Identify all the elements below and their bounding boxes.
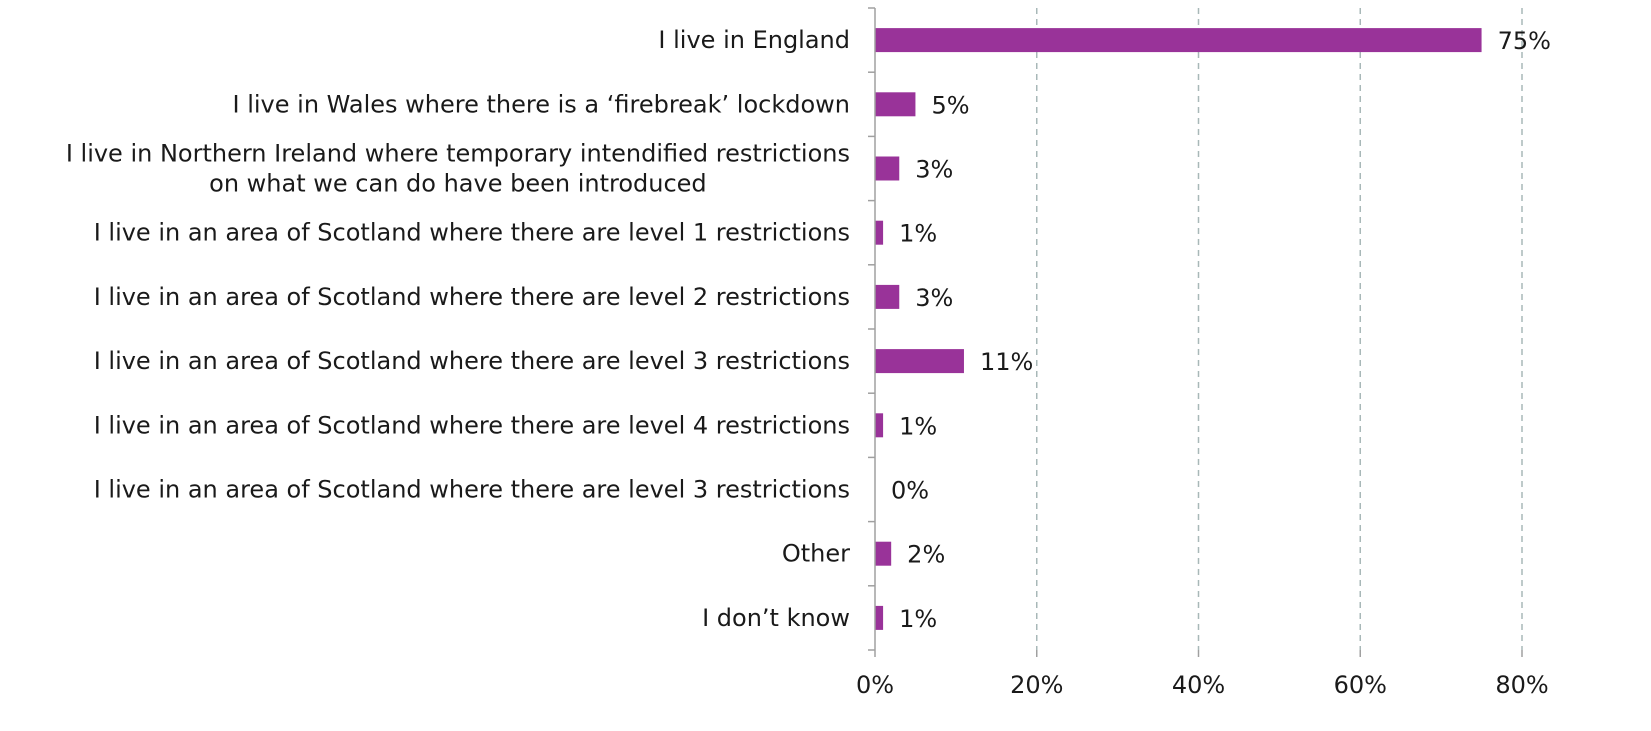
x-tick-label: 0% [856, 671, 894, 699]
bar [875, 92, 916, 117]
bar [875, 284, 900, 309]
value-label: 2% [907, 541, 945, 569]
value-label: 1% [899, 412, 937, 440]
category-label-line: I live in Wales where there is a ‘firebr… [233, 90, 850, 118]
gridlines [1036, 8, 1523, 650]
category-label-line: I don’t know [702, 604, 850, 632]
category-label: I live in an area of Scotland where ther… [94, 411, 850, 439]
category-label: I live in an area of Scotland where ther… [94, 283, 850, 311]
category-label-line: I live in Northern Ireland where tempora… [66, 140, 850, 168]
category-labels: I live in England I live in Wales where t… [66, 26, 850, 632]
x-tick-label: 20% [1010, 671, 1063, 699]
value-label: 1% [899, 220, 937, 248]
bar [875, 28, 1482, 53]
x-tick-labels: 0% 20% 40% 60% 80% [856, 671, 1549, 699]
bars [875, 28, 1482, 630]
category-label: I don’t know [702, 604, 850, 632]
bar [875, 220, 884, 245]
category-label-line: I live in an area of Scotland where ther… [94, 411, 850, 439]
value-label: 3% [915, 284, 953, 312]
category-label-line: I live in England [658, 26, 850, 54]
bar [875, 605, 884, 630]
value-label: 11% [980, 348, 1033, 376]
value-label: 1% [899, 605, 937, 633]
value-labels: 75% 5% 3% 1% 3% 11% 1% 0% 2% 1% [891, 27, 1551, 633]
bar [875, 156, 900, 181]
category-label: I live in an area of Scotland where ther… [94, 476, 850, 504]
category-label: I live in an area of Scotland where ther… [94, 347, 850, 375]
value-label: 3% [915, 156, 953, 184]
category-label-line: on what we can do have been introduced [209, 170, 707, 198]
category-label-line: I live in an area of Scotland where ther… [94, 476, 850, 504]
x-tick-label: 60% [1334, 671, 1387, 699]
bar [875, 349, 964, 374]
category-label-line: I live in an area of Scotland where ther… [94, 219, 850, 247]
category-label: I live in an area of Scotland where ther… [94, 219, 850, 247]
axis [868, 7, 1523, 657]
x-tick-label: 80% [1495, 671, 1548, 699]
category-label: I live in Wales where there is a ‘firebr… [233, 90, 850, 118]
category-label: I live in England [658, 26, 850, 54]
bar [875, 413, 884, 438]
x-tick-label: 40% [1172, 671, 1225, 699]
bar [875, 541, 892, 566]
category-label-line: Other [782, 540, 850, 568]
value-label: 5% [931, 91, 969, 119]
value-label: 75% [1498, 27, 1551, 55]
category-label-line: I live in an area of Scotland where ther… [94, 347, 850, 375]
value-label: 0% [891, 477, 929, 505]
category-label-line: I live in an area of Scotland where ther… [94, 283, 850, 311]
category-label: I live in Northern Ireland where tempora… [66, 140, 850, 198]
category-label: Other [782, 540, 850, 568]
